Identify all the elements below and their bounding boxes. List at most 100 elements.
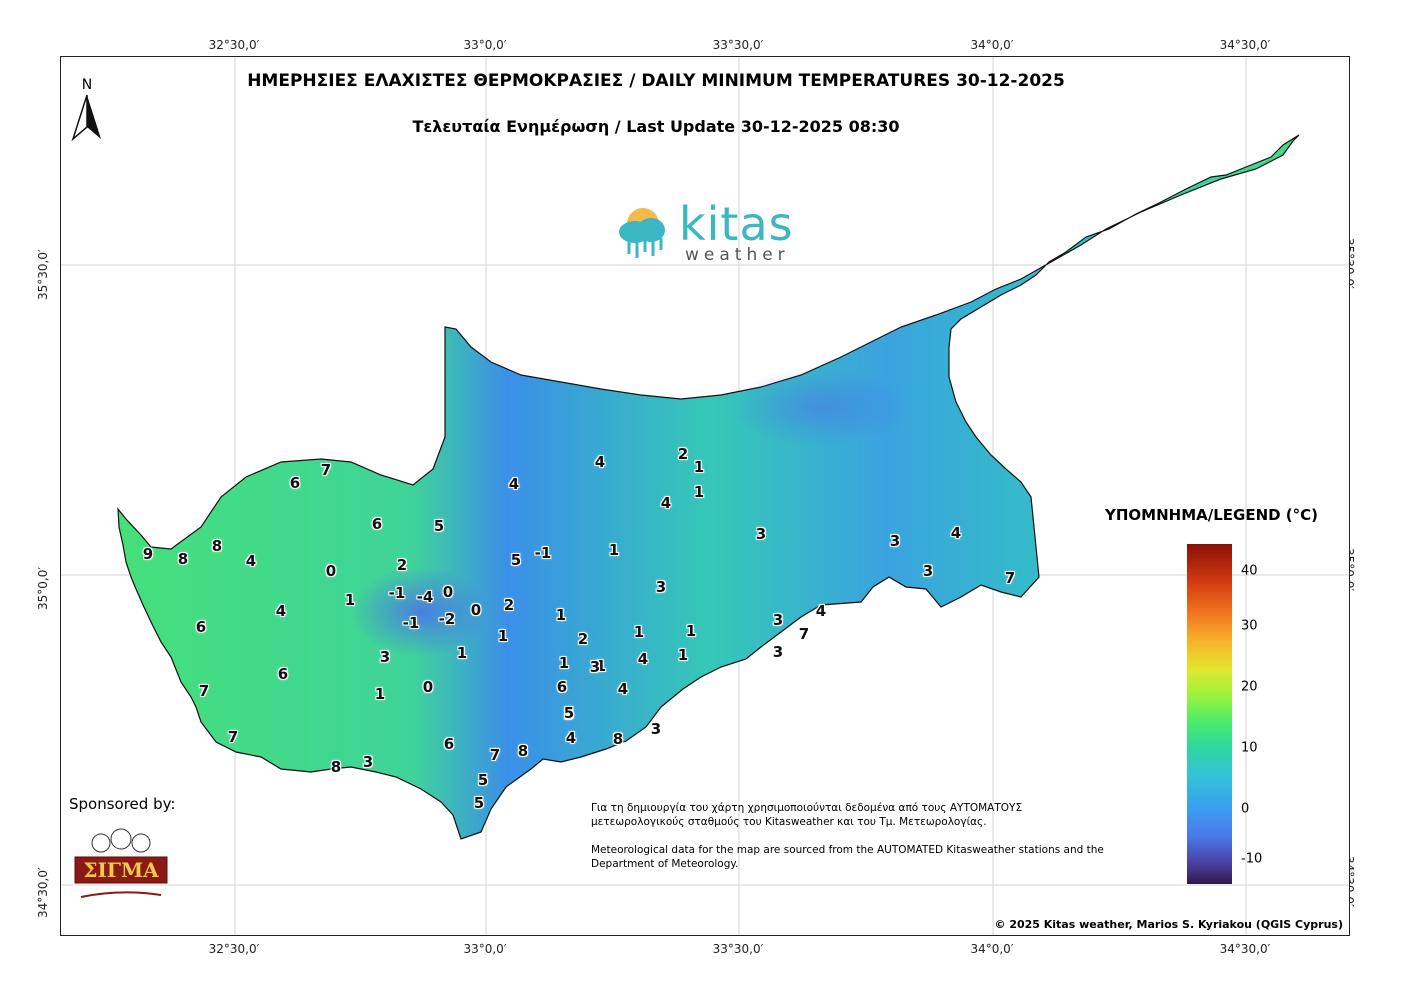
station-label: 4 (508, 475, 520, 493)
station-label: 2 (503, 596, 515, 614)
legend-tick: 30 (1241, 618, 1258, 634)
station-label: 5 (510, 551, 522, 569)
station-label: 6 (371, 515, 383, 533)
station-label: 6 (277, 665, 289, 683)
station-label: 8 (330, 758, 342, 776)
lon-tick-bottom-4: 34°0,0′ (970, 942, 1014, 956)
station-label: 3 (772, 611, 784, 629)
station-label: 2 (396, 556, 408, 574)
sponsor-logo: ΣΙΓΜΑ (74, 828, 168, 898)
lon-tick-top-5: 34°30,0′ (1219, 38, 1271, 52)
station-label: 0 (422, 678, 434, 696)
station-label: 8 (612, 730, 624, 748)
station-label: 6 (556, 678, 568, 696)
station-label: 8 (517, 742, 529, 760)
lat-tick-left-2: 35°0,0′ (36, 566, 50, 610)
station-label: 0 (325, 562, 337, 580)
lat-tick-left-1: 35°30,0′ (36, 249, 50, 300)
map-canvas (61, 57, 1349, 935)
station-label: 7 (227, 728, 239, 746)
station-label: 1 (344, 591, 356, 609)
map-frame: ΗΜΕΡΗΣΙΕΣ ΕΛΑΧΙΣΤΕΣ ΘΕΡΜΟΚΡΑΣΙΕΣ / DAILY… (60, 56, 1350, 936)
station-label: 3 (922, 562, 934, 580)
legend-title: ΥΠΟΜΝΗΜΑ/LEGEND (°C) (1105, 506, 1319, 524)
station-label: 3 (655, 578, 667, 596)
legend-colorbar (1187, 544, 1232, 884)
north-arrow: N (69, 77, 105, 147)
station-label: 1 (497, 627, 509, 645)
station-label: 5 (563, 705, 575, 723)
map-subtitle: Τελευταία Ενημέρωση / Last Update 30-12-… (412, 117, 900, 136)
station-label: 6 (289, 474, 301, 492)
station-label: 1 (608, 541, 620, 559)
station-label: 6 (443, 735, 455, 753)
station-label: -1 (402, 614, 420, 632)
data-source-note: Για τη δημιουργία του χάρτη χρησιμοποιού… (591, 801, 1111, 871)
station-label: 5 (477, 771, 489, 789)
station-label: 3 (650, 720, 662, 738)
lon-tick-top-1: 32°30,0′ (208, 38, 260, 52)
note-greek: Για τη δημιουργία του χάρτη χρησιμοποιού… (591, 802, 1023, 828)
station-label: 4 (565, 729, 577, 747)
station-label: 7 (798, 625, 810, 643)
legend-tick: -10 (1241, 851, 1263, 867)
station-label: -1 (534, 544, 552, 562)
legend-tick: 20 (1241, 679, 1258, 695)
station-label: 7 (320, 461, 332, 479)
lon-tick-top-3: 33°30,0′ (712, 38, 764, 52)
station-label: 8 (177, 550, 189, 568)
station-label: 0 (442, 583, 454, 601)
lon-tick-bottom-5: 34°30,0′ (1219, 942, 1271, 956)
lon-tick-bottom-1: 32°30,0′ (208, 942, 260, 956)
cold-region (351, 567, 491, 657)
station-label: -1 (388, 584, 406, 602)
map-title: ΗΜΕΡΗΣΙΕΣ ΕΛΑΧΙΣΤΕΣ ΘΕΡΜΟΚΡΑΣΙΕΣ / DAILY… (247, 71, 1065, 91)
station-label: 1 (693, 483, 705, 501)
station-label: 1 (555, 606, 567, 624)
station-label: 1 (595, 657, 607, 675)
station-label: 3 (755, 525, 767, 543)
station-label: 4 (617, 680, 629, 698)
lon-tick-top-2: 33°0,0′ (463, 38, 507, 52)
station-label: 2 (577, 630, 589, 648)
station-label: 1 (685, 622, 697, 640)
station-label: 4 (637, 650, 649, 668)
station-label: 7 (198, 682, 210, 700)
station-label: 6 (195, 618, 207, 636)
legend-tick: 10 (1241, 740, 1258, 756)
lat-tick-left-3: 34°30,0′ (36, 867, 50, 918)
station-label: 0 (470, 601, 482, 619)
station-label: 3 (362, 753, 374, 771)
station-label: -4 (416, 588, 434, 606)
station-label: 3 (889, 532, 901, 550)
station-label: 5 (473, 794, 485, 812)
station-label: 7 (1004, 569, 1016, 587)
copyright: © 2025 Kitas weather, Marios S. Kyriakou… (994, 918, 1343, 931)
station-label: 4 (245, 552, 257, 570)
kitas-logo-icon (619, 208, 665, 258)
cold-region-north (731, 367, 911, 447)
sponsor-label: Sponsored by: (69, 795, 176, 813)
station-label: 1 (677, 646, 689, 664)
station-label: 3 (772, 643, 784, 661)
station-label: 7 (489, 746, 501, 764)
north-label: N (81, 77, 93, 93)
station-label: 4 (660, 494, 672, 512)
sponsor-logo-text: ΣΙΓΜΑ (83, 858, 159, 882)
lon-tick-bottom-3: 33°30,0′ (712, 942, 764, 956)
brand-name: kitas (679, 197, 794, 251)
legend-tick: 40 (1241, 563, 1258, 579)
cyprus-island (117, 134, 1300, 840)
station-label: 4 (950, 524, 962, 542)
lon-tick-top-4: 34°0,0′ (970, 38, 1014, 52)
north-arrow-icon (71, 94, 101, 142)
station-label: 1 (456, 644, 468, 662)
station-label: 4 (275, 602, 287, 620)
note-english: Meteorological data for the map are sour… (591, 844, 1104, 870)
legend-tick: 0 (1241, 801, 1250, 817)
station-label: 3 (589, 658, 601, 676)
station-label: 3 (379, 648, 391, 666)
station-label: 1 (558, 654, 570, 672)
station-label: 1 (633, 623, 645, 641)
station-label: 8 (211, 537, 223, 555)
